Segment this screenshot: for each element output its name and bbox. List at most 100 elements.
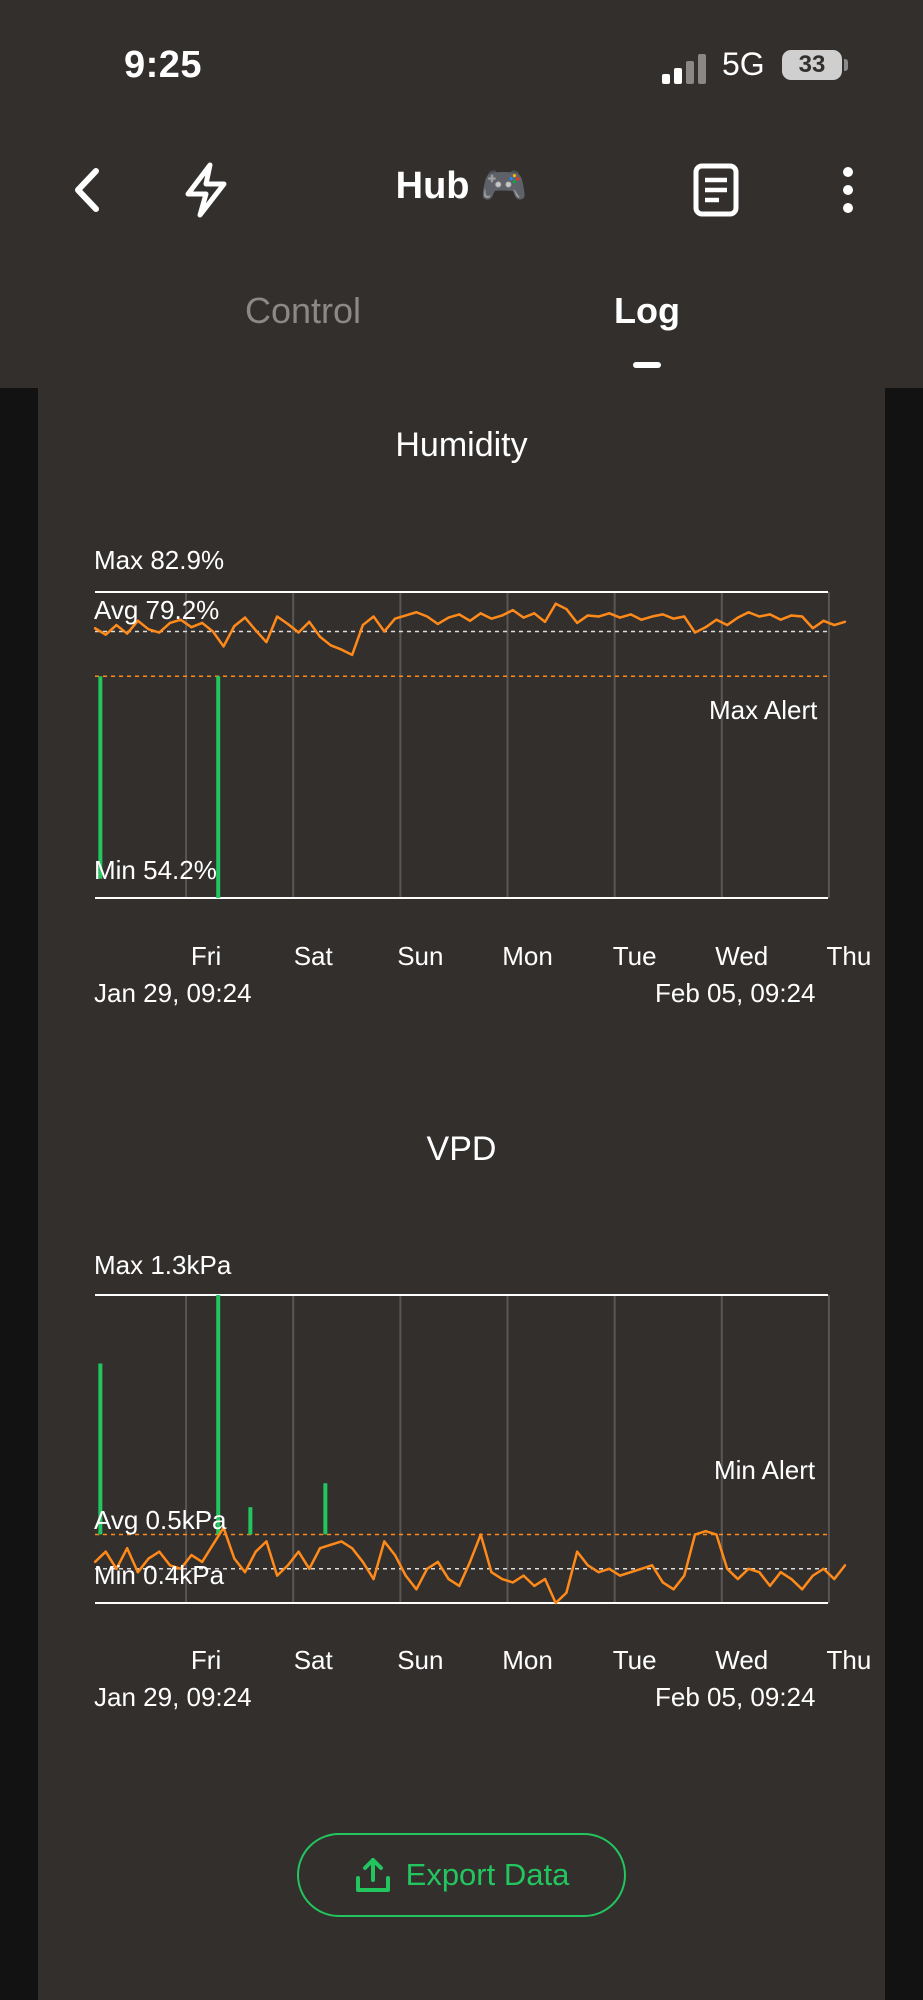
humidity-data-point xyxy=(500,614,504,617)
humidity-data-point xyxy=(565,607,568,611)
vpd-data-point xyxy=(350,1547,354,1550)
vpd-data-point xyxy=(297,1550,300,1553)
vpd-chart-title: VPD xyxy=(426,1130,497,1168)
humidity-chart xyxy=(93,591,847,899)
vpd-data-point xyxy=(329,1543,332,1547)
humidity-data-point xyxy=(458,613,461,616)
vpd-data-point xyxy=(243,1571,247,1574)
lightning-icon[interactable] xyxy=(176,160,236,220)
active-tab-indicator xyxy=(633,362,661,368)
status-bar: 9:25 5G 33 xyxy=(0,40,923,90)
vpd-data-point xyxy=(275,1574,279,1577)
humidity-data-point xyxy=(575,621,579,625)
vpd-end-date: Feb 05, 09:24 xyxy=(655,1682,816,1712)
humidity-data-point xyxy=(672,617,675,620)
vpd-day-label: Fri xyxy=(190,1645,222,1675)
export-data-label: Export Data xyxy=(405,1857,570,1892)
document-icon[interactable] xyxy=(686,160,746,220)
humidity-data-point xyxy=(243,616,247,619)
humidity-data-point xyxy=(640,618,643,621)
vpd-data-point xyxy=(415,1588,418,1591)
vpd-data-point xyxy=(254,1550,257,1553)
humidity-data-point xyxy=(425,615,429,618)
battery-icon: 33 xyxy=(782,50,842,80)
vpd-data-point xyxy=(222,1526,225,1529)
vpd-data-point xyxy=(468,1560,472,1564)
humidity-data-point xyxy=(758,615,761,618)
vpd-data-point xyxy=(758,1571,761,1574)
vpd-data-point xyxy=(736,1577,740,1581)
vpd-start-date: Jan 29, 09:24 xyxy=(94,1682,252,1712)
humidity-data-point xyxy=(629,613,632,616)
vpd-data-point xyxy=(265,1540,268,1543)
humidity-data-point xyxy=(811,627,815,630)
more-icon[interactable] xyxy=(818,160,878,220)
humidity-data-point xyxy=(340,648,343,651)
humidity-day-label: Tue xyxy=(612,941,657,971)
vpd-data-point xyxy=(565,1591,568,1594)
vpd-data-point xyxy=(533,1584,536,1588)
vpd-data-point xyxy=(843,1564,847,1567)
vpd-data-point xyxy=(361,1560,365,1564)
vpd-data-point xyxy=(822,1567,825,1570)
vpd-data-point xyxy=(104,1550,107,1553)
export-data-button[interactable]: Export Data xyxy=(297,1833,626,1917)
humidity-data-point xyxy=(211,630,215,633)
humidity-data-point xyxy=(222,645,225,648)
humidity-day-label: Mon xyxy=(502,941,553,971)
humidity-data-point xyxy=(350,653,354,657)
humidity-data-point xyxy=(447,616,450,619)
vpd-data-point xyxy=(725,1567,729,1570)
humidity-data-point xyxy=(254,629,257,632)
vpd-data-point xyxy=(447,1577,450,1581)
humidity-data-point xyxy=(179,618,182,621)
back-icon[interactable] xyxy=(58,160,118,220)
humidity-data-point xyxy=(715,618,718,621)
vpd-data-point xyxy=(640,1567,643,1570)
humidity-data-point xyxy=(190,625,193,629)
vpd-data-point xyxy=(190,1553,193,1557)
network-label: 5G xyxy=(722,46,765,82)
humidity-data-point xyxy=(104,633,107,636)
humidity-data-point xyxy=(329,644,332,647)
humidity-data-point xyxy=(479,612,482,615)
page-title: Hub 🎮 xyxy=(395,165,528,207)
humidity-data-point xyxy=(661,613,665,616)
vpd-data-point xyxy=(790,1577,793,1581)
humidity-data-point xyxy=(168,621,172,625)
humidity-data-point xyxy=(822,619,825,622)
humidity-data-point xyxy=(843,620,847,624)
humidity-data-point xyxy=(115,623,118,627)
vpd-data-point xyxy=(308,1567,311,1570)
humidity-data-point xyxy=(200,621,204,625)
humidity-data-point xyxy=(286,622,290,626)
humidity-day-label: Thu xyxy=(826,941,872,971)
vpd-avg-label: Avg 0.5kPa xyxy=(94,1505,227,1535)
vpd-data-point xyxy=(768,1584,772,1588)
tab-control[interactable]: Control xyxy=(245,290,362,331)
vpd-data-point xyxy=(115,1567,118,1570)
humidity-data-point xyxy=(533,612,536,615)
vpd-data-point xyxy=(715,1533,718,1536)
vpd-data-point xyxy=(404,1574,407,1577)
vpd-data-point xyxy=(575,1550,579,1553)
humidity-data-point xyxy=(650,615,654,618)
vpd-data-point xyxy=(286,1564,290,1567)
vpd-data-point xyxy=(490,1571,493,1574)
humidity-data-point xyxy=(404,614,407,617)
vpd-data-point xyxy=(393,1553,397,1557)
vpd-data-point xyxy=(661,1581,665,1584)
humidity-data-point xyxy=(833,623,836,627)
vpd-day-label: Mon xyxy=(502,1645,553,1675)
nav-row: Hub 🎮 xyxy=(0,150,923,230)
humidity-data-point xyxy=(265,640,268,644)
vpd-data-point xyxy=(554,1601,557,1605)
humidity-data-point xyxy=(554,602,557,605)
humidity-day-label: Wed xyxy=(715,941,769,971)
vpd-max-label: Max 1.3kPa xyxy=(94,1250,232,1280)
vpd-data-point xyxy=(800,1588,804,1591)
vpd-data-point xyxy=(683,1574,686,1577)
humidity-min-label: Min 54.2% xyxy=(94,855,217,885)
tab-log[interactable]: Log xyxy=(614,290,680,331)
vpd-day-label: Sun xyxy=(397,1645,444,1675)
